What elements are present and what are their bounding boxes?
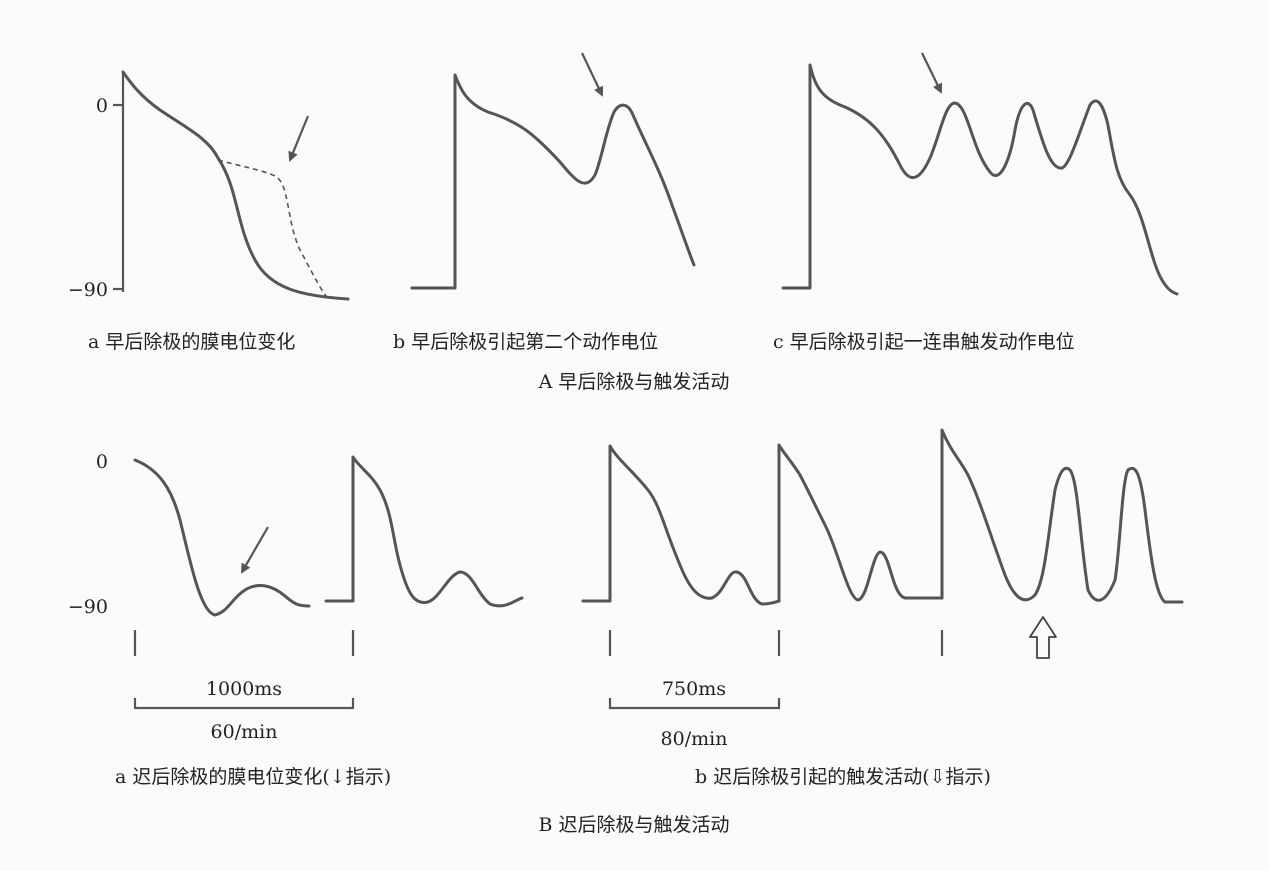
arrow-b-a (240, 526, 269, 574)
trace-a-c (781, 63, 1179, 296)
scale-label-750ms: 750ms (662, 678, 726, 700)
caption-b-a: a 迟后除极的膜电位变化(↓指示) (115, 766, 391, 788)
trace-a-b (410, 73, 696, 290)
trace-b-b-1 (581, 444, 781, 606)
scale-bar-1000ms (133, 698, 355, 710)
arrow-a-c (921, 52, 942, 94)
panel-b: 0 −90 1000ms 60/min 750ms 80/min a 迟后除极的… (68, 428, 1184, 836)
panel-b-ylabel-0: 0 (96, 451, 108, 473)
trace-b-b-2 (777, 443, 944, 603)
hollow-arrow-icon (1029, 616, 1057, 659)
caption-b-b: b 迟后除极引起的触发活动(⇩指示) (695, 766, 991, 788)
arrow-a-b (581, 52, 604, 97)
panel-b-title: B 迟后除极与触发活动 (538, 814, 729, 836)
caption-a-c: c 早后除极引起一连串触发动作电位 (773, 331, 1075, 353)
trace-a-a-solid (121, 70, 350, 301)
trace-b-a-2 (324, 455, 524, 608)
panel-a-ylabel-0: 0 (96, 95, 108, 117)
trace-b-b-3 (940, 428, 1184, 604)
trace-b-a-1 (133, 458, 311, 617)
scale-label-80min: 80/min (661, 728, 728, 750)
caption-a-a: a 早后除极的膜电位变化 (88, 331, 295, 353)
caption-a-b: b 早后除极引起第二个动作电位 (393, 331, 658, 353)
trace-a-a-dashed (217, 159, 327, 297)
scale-label-60min: 60/min (211, 721, 278, 743)
panel-b-ylabel-90: −90 (68, 596, 108, 618)
panel-a-title: A 早后除极与触发活动 (538, 371, 730, 393)
panel-a: 0 −90 a 早后除极的膜电位变化 b 早后除极引起第二个动作电位 c 早后除… (68, 52, 1179, 393)
arrow-a-a (288, 115, 310, 162)
scale-bar-750ms (608, 698, 781, 710)
scale-label-1000ms: 1000ms (206, 678, 282, 700)
panel-a-ylabel-90: −90 (68, 279, 108, 301)
